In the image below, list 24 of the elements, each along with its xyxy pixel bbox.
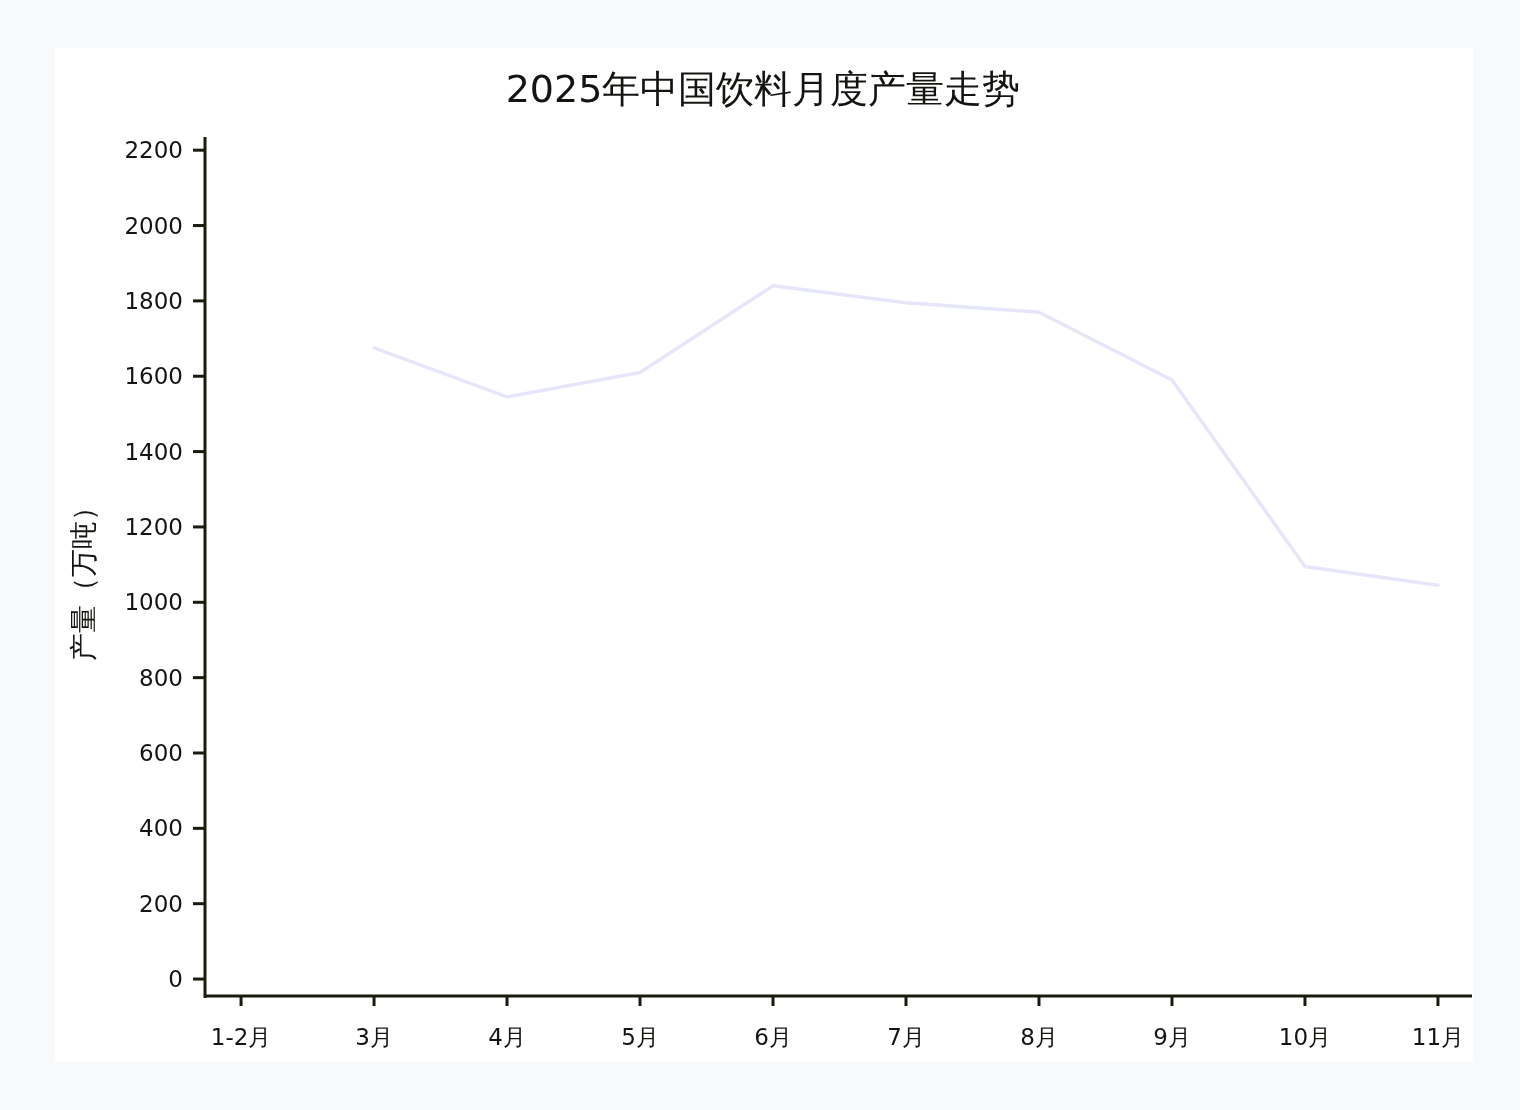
y-tick-label: 1000 [124, 589, 183, 616]
y-tick-label: 400 [139, 815, 183, 842]
x-tick-label: 8月 [1020, 1024, 1058, 1050]
x-tick-label: 1-2月 [210, 1024, 272, 1050]
x-tick-label: 11月 [1411, 1024, 1465, 1050]
y-tick-label: 0 [168, 966, 183, 993]
y-tick-label: 1600 [124, 363, 183, 390]
x-tick-label: 7月 [887, 1024, 925, 1050]
y-tick-label: 1400 [124, 438, 183, 465]
y-tick-label: 1200 [124, 513, 183, 540]
y-axis-title: 产量（万吨） [66, 493, 100, 661]
y-tick-label: 2200 [124, 137, 183, 164]
chart-title: 2025年中国饮料月度产量走势 [505, 67, 1021, 111]
x-tick-label: 4月 [488, 1024, 526, 1050]
y-tick-label: 1800 [124, 287, 183, 314]
y-tick-label: 800 [139, 664, 183, 691]
y-tick-label: 200 [139, 890, 183, 917]
x-tick-label: 3月 [355, 1024, 393, 1050]
x-tick-label: 6月 [754, 1024, 792, 1050]
x-tick-label: 5月 [621, 1024, 659, 1050]
y-tick-label: 2000 [124, 212, 183, 239]
x-tick-label: 10月 [1278, 1024, 1332, 1050]
y-tick-label: 600 [139, 739, 183, 766]
x-tick-label: 9月 [1153, 1024, 1191, 1050]
